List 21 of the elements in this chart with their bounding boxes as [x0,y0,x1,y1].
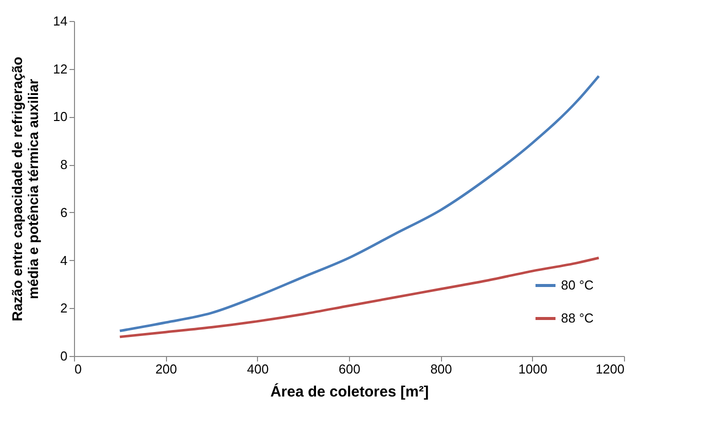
y-tick-label: 6 [60,204,68,220]
x-tick-label: 600 [338,362,360,376]
legend-label: 88 °C [561,310,594,326]
x-axis-title: Área de coletores [m²] [270,382,429,400]
x-tick-label: 400 [246,362,269,376]
legend-label: 80 °C [561,278,594,292]
x-tick-label: 0 [74,362,82,376]
y-tick-label: 0 [60,348,68,364]
x-tick-label: 1000 [518,362,548,376]
y-tick-label: 14 [53,14,68,28]
y-tick-label: 8 [60,157,68,172]
line-series [118,74,600,332]
y-tick-label: 12 [53,61,68,76]
y-tick-label: 10 [53,109,68,124]
x-tick-label: 800 [430,362,452,376]
y-tick-label: 4 [60,252,68,268]
y-tick-label: 2 [60,300,68,316]
line-series [118,256,600,338]
x-tick-label: 200 [155,362,178,376]
x-tick-label: 1200 [596,362,624,376]
y-axis-title: Razão entre capacidade de refrigeração média e potência térmica auxiliar [9,56,42,322]
